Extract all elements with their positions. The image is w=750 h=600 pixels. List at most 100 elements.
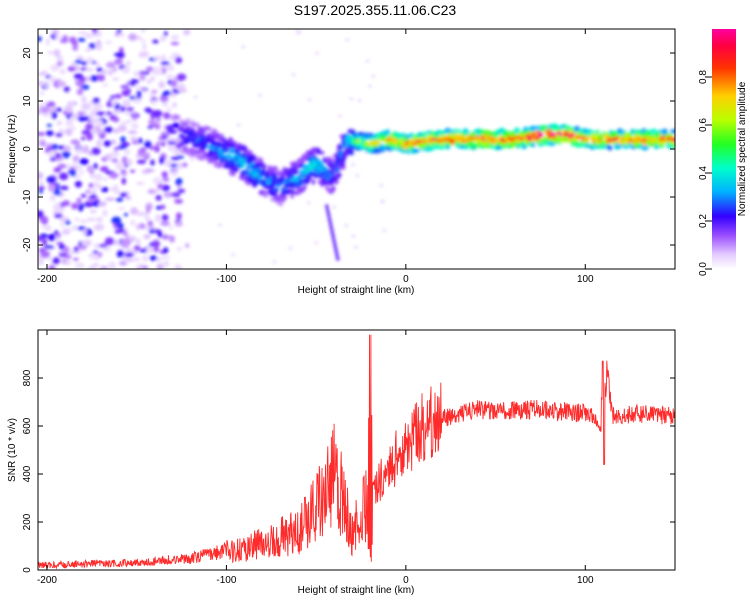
spectrogram-cell [47,256,53,261]
spectrogram-cell [114,161,122,167]
spectrogram-cell [48,264,56,269]
spectrogram-cell [125,196,131,200]
spectrogram-cell [152,177,163,185]
spectrogram-cell [293,164,301,169]
spectrogram-cell [172,122,180,129]
spectrogram-cell [148,119,157,126]
spectrogram-cell [326,208,330,214]
spectrogram-cell [149,229,155,234]
spectrogram-cell [145,66,154,72]
spectrogram-cell [218,162,223,168]
spectrogram-cell [133,245,141,251]
spectrogram-cell [316,148,321,155]
colorbar-tick-label: 0.4 [698,166,709,180]
spectrogram-cell [104,237,115,246]
snr-ylabel: SNR (10 * v/v) [7,418,18,482]
spectrogram-cell [51,29,60,34]
spectrogram-cell [89,170,94,175]
spectrogram-cell [45,225,52,232]
spectrogram-cell [85,123,94,130]
spectrogram-cell [329,225,334,231]
spectrogram-cell [131,78,136,87]
spectrogram-cell [93,250,98,254]
spectrogram-cell [74,180,82,188]
spectrogram-cell [89,75,99,82]
spectrogram-cell [178,88,188,93]
spectrogram-cell [278,181,284,185]
spectrogram-cell [38,36,42,42]
spectrogram-cell [45,37,50,46]
spectrogram-cell [136,181,145,186]
spectrogram-cell [345,38,350,42]
spectrogram-cell [70,139,80,145]
spectrogram-cell [241,163,245,169]
spectrogram-cell [594,130,600,135]
spectrogram-cell [316,160,324,165]
spectrogram-cell [167,144,178,152]
spectrogram-cell [325,204,329,210]
spectrogram-cell [155,141,163,146]
spectrogram-cell [341,143,346,149]
spectrogram-cell [62,228,72,232]
spectrogram-cell [351,234,356,238]
spectrogram-cell [124,64,130,73]
spectrogram-cell [105,61,116,68]
spectrogram-cell [100,187,109,193]
spectrogram-cell [272,187,280,192]
spectrogram-cell [176,246,183,251]
spectrogram-cell [246,158,253,165]
spectrogram-cell [161,256,171,260]
spectrogram-cell [40,250,50,258]
spectrogram-cell [171,52,181,58]
spectrogram-cell [307,175,312,180]
spectrogram-cell [150,240,161,247]
spectrogram-cell [43,101,49,105]
spectrogram-cell [135,238,141,246]
spectrogram-cell [154,145,160,153]
spectrogram-cell [165,124,174,132]
spectrogram-cell [326,212,331,218]
spectrogram-cell [136,90,142,95]
spectrogram-cell [274,168,280,174]
spectrogram-cell [74,217,80,222]
spectrogram-cell [118,33,125,37]
spectrogram-cell [60,258,68,264]
spectrogram-cell [149,94,155,98]
spectrogram-cell [371,74,376,78]
spectrogram-cell [95,111,106,116]
spectrogram-cell [154,189,161,193]
spectrogram-cell [44,245,55,249]
spectrogram-cell [111,139,117,145]
snr-series-line [38,334,675,570]
spectrogram-cell [658,141,665,145]
spectrogram-cell [60,223,65,228]
spectrogram-cell [671,143,675,148]
spectrogram-cell [58,128,65,135]
spectrogram-cell [65,105,73,114]
spectrogram-cell [531,142,536,148]
spectrogram-cell [130,136,138,141]
spectrogram-cell [331,187,336,192]
spectrogram-cell [80,136,86,141]
spectrogram-cell [156,263,163,269]
spectrogram-cell [163,112,171,120]
spectrogram-cell [263,193,269,198]
spectrogram-cell [74,59,83,64]
snr-ytick-label: 0 [22,567,33,573]
spectrogram-cell [72,225,78,231]
spectrogram-cell [117,206,126,211]
spectrogram-cell [314,241,319,245]
spectrogram-cell [140,152,151,158]
spectrogram-cell [66,163,72,170]
spectrogram-cell [555,127,562,132]
spectrogram-cell [88,265,96,269]
snr-panel: -200 -100 0 100 0 200 400 600 800 Height of stra… [7,329,676,596]
spectrogram-cell [103,177,108,181]
spectrogram-cell [158,81,166,89]
spectrogram-cell [183,121,190,126]
spectrogram-cell [344,223,349,227]
spectrogram-cell [129,235,134,240]
spectrogram-cell [78,204,84,212]
spectrogram-cell [290,193,295,199]
